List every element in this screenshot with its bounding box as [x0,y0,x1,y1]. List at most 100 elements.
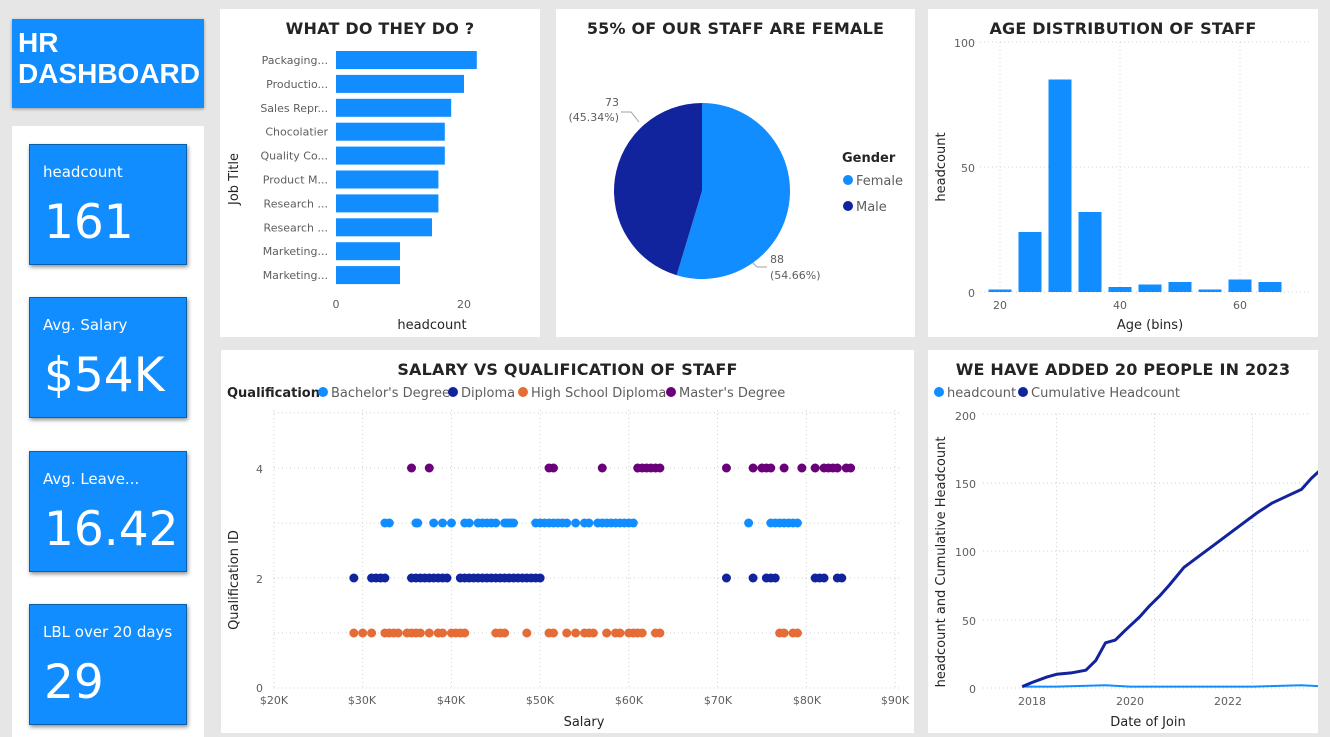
hires-line-chart: headcount Cumulative Headcount headcount… [934,386,1318,730]
salary-point [349,628,359,638]
age-bar [1258,282,1282,292]
salary-point [766,463,776,473]
job-category-label: Productio... [266,78,328,91]
age-chart-panel[interactable]: AGE DISTRIBUTION OF STAFF headcount Age … [928,9,1318,337]
salary-point [597,463,607,473]
salary-point [615,628,625,638]
salary-point [442,573,452,583]
legend-highschool-label[interactable]: High School Diploma [531,386,666,401]
age-chart-title: AGE DISTRIBUTION OF STAFF [989,19,1257,38]
age-y-tick: 100 [954,37,975,50]
headcount-line [1022,684,1318,688]
salary-chart-panel[interactable]: SALARY VS QUALIFICATION OF STAFF Qualifi… [221,350,914,733]
hires-y-axis-label: headcount and Cumulative Headcount [934,437,949,688]
legend-bachelor-marker [318,387,328,397]
gender-legend-title: Gender [842,151,896,166]
kpi-card-avg-salary[interactable]: Avg. Salary $54K [29,297,187,418]
age-x-axis-label: Age (bins) [1117,318,1183,333]
kpi-label: headcount [43,163,123,181]
jobs-x-axis-label: headcount [397,318,466,333]
salary-point [393,628,403,638]
salary-scatter-chart: Qualification Bachelor's Degree Diploma … [227,386,910,730]
age-bar [1078,212,1102,292]
legend-headcount-label[interactable]: headcount [947,386,1016,401]
legend-female-label[interactable]: Female [856,174,903,189]
salary-point [571,518,581,528]
age-y-tick: 50 [961,162,975,175]
salary-point [628,518,638,528]
job-category-label: Sales Repr... [260,102,328,115]
salary-point [548,628,558,638]
hires-y-tick: 50 [962,615,976,628]
jobs-chart-title: WHAT DO THEY DO ? [285,19,475,38]
kpi-label: Avg. Leave... [43,470,140,488]
legend-male-marker [843,201,853,211]
job-category-label: Product M... [263,174,328,187]
kpi-card-headcount[interactable]: headcount 161 [29,144,187,265]
legend-diploma-label[interactable]: Diploma [461,386,515,401]
salary-point [491,518,501,528]
legend-masters-label[interactable]: Master's Degree [679,386,785,401]
salary-point [415,628,425,638]
age-bar [988,289,1012,292]
age-x-tick: 60 [1233,299,1247,312]
kpi-card-lbl-over-20[interactable]: LBL over 20 days 29 [29,604,187,725]
hires-x-tick: 2020 [1116,695,1144,708]
job-category-label: Quality Co... [260,150,328,163]
male-data-label-pct: (45.34%) [568,111,619,124]
age-bar [1018,232,1042,292]
kpi-card-avg-leave[interactable]: Avg. Leave... 16.42 [29,451,187,572]
legend-male-label[interactable]: Male [856,200,887,215]
hires-y-tick: 200 [955,410,976,423]
salary-point [832,463,842,473]
legend-bachelor-label[interactable]: Bachelor's Degree [331,386,450,401]
job-bar [336,194,439,213]
salary-x-tick: $90K [881,694,910,707]
salary-x-tick: $50K [526,694,555,707]
gender-chart-title: 55% OF OUR STAFF ARE FEMALE [586,19,885,38]
hires-chart-panel[interactable]: WE HAVE ADDED 20 PEOPLE IN 2023 headcoun… [928,350,1318,733]
salary-x-tick: $30K [348,694,377,707]
salary-point [424,463,434,473]
age-x-tick: 20 [993,299,1007,312]
job-bar [336,242,400,261]
legend-headcount-marker [934,387,944,397]
female-data-label-pct: (54.66%) [770,269,821,282]
legend-masters-marker [666,387,676,397]
cumulative-headcount-line [1021,470,1318,689]
age-x-tick: 40 [1113,299,1127,312]
kpi-value: 29 [44,655,104,710]
salary-point [548,463,558,473]
salary-point [460,628,470,638]
jobs-chart-panel[interactable]: WHAT DO THEY DO ? Job Title headcount 0 … [220,9,540,337]
salary-x-tick: $70K [704,694,733,707]
salary-point [748,463,758,473]
salary-point [792,518,802,528]
salary-point [779,463,789,473]
salary-point [509,518,519,528]
salary-point [810,463,820,473]
job-category-label: Research ... [264,221,328,234]
hires-y-tick: 150 [955,478,976,491]
salary-point [349,573,359,583]
qualification-legend-title: Qualification [227,386,320,401]
salary-point [571,628,581,638]
salary-chart-title: SALARY VS QUALIFICATION OF STAFF [397,360,738,379]
salary-point [792,628,802,638]
salary-point [819,573,829,583]
salary-x-tick: $80K [793,694,822,707]
salary-y-tick: 2 [256,573,263,586]
dashboard-title: HR DASHBOARD [18,27,200,89]
job-category-label: Research ... [264,197,328,210]
salary-point [846,463,856,473]
salary-point [358,628,368,638]
job-category-label: Packaging... [262,54,328,67]
job-category-label: Marketing... [263,269,328,282]
kpi-value: $54K [44,348,165,403]
pie-slice-female [676,103,791,280]
hires-x-tick: 2018 [1018,695,1046,708]
legend-cumulative-label[interactable]: Cumulative Headcount [1031,386,1180,401]
gender-chart-panel[interactable]: 55% OF OUR STAFF ARE FEMALE 73 (45.34%) … [556,9,915,337]
salary-point [655,628,665,638]
age-bar [1168,282,1192,292]
